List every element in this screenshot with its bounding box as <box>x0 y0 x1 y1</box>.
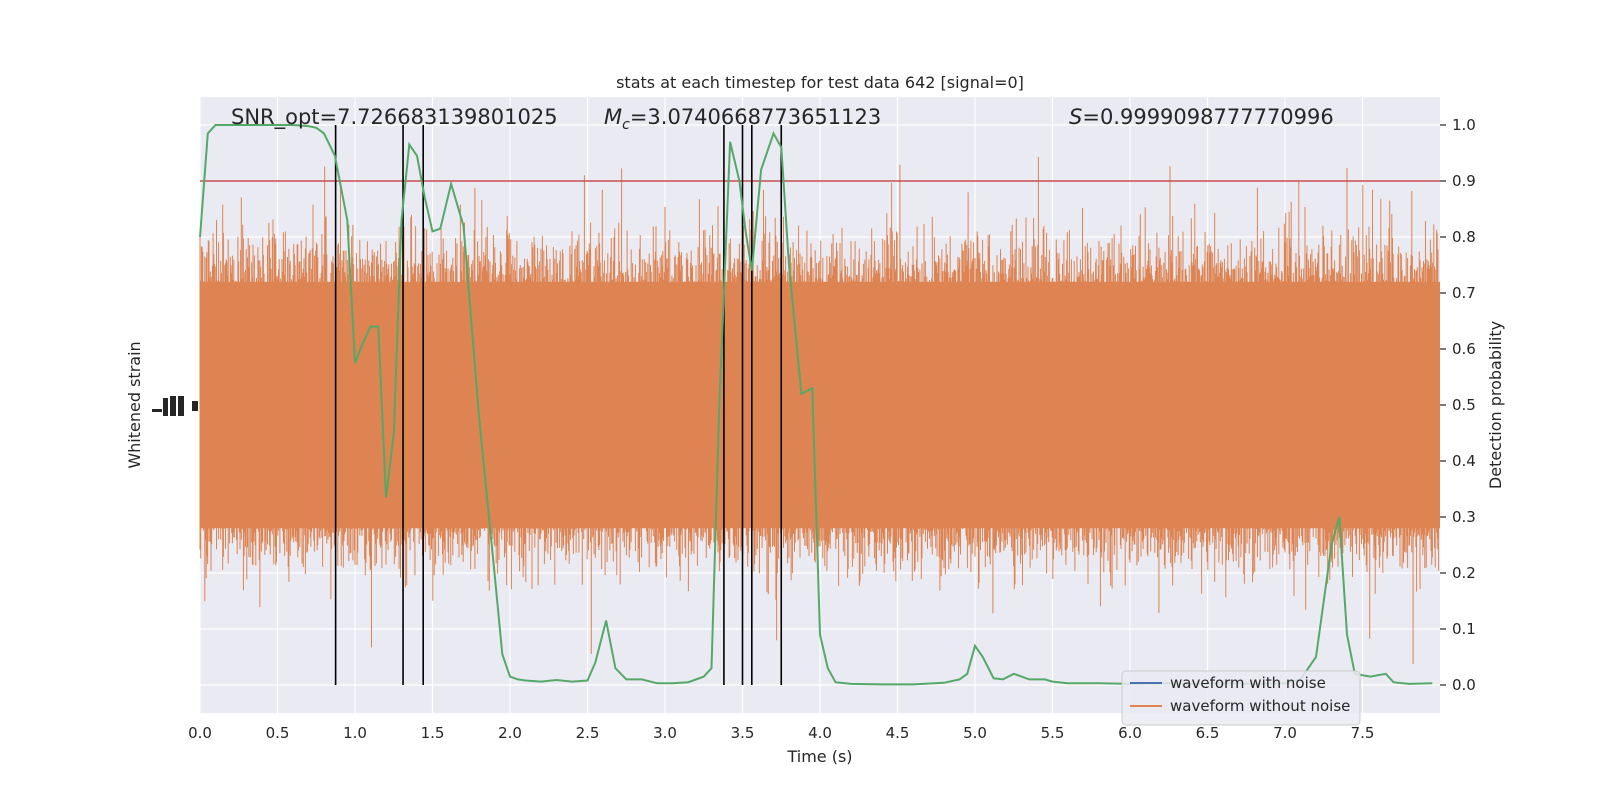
chirp-mass-annotation: Mc=3.0740668773651123 <box>604 105 881 133</box>
x-tick-label: 6.0 <box>1118 724 1142 742</box>
y-tick-label: 0.2 <box>1452 564 1476 582</box>
y-axis-label-left: Whitened strain <box>125 341 144 468</box>
y-tick-label: 0.4 <box>1452 452 1476 470</box>
y-tick-label: 0.3 <box>1452 508 1476 526</box>
detection-lines <box>334 125 783 685</box>
y-tick-label: 0.8 <box>1452 228 1476 246</box>
x-tick-label: 1.5 <box>421 724 445 742</box>
legend-label-noise: waveform with noise <box>1170 674 1326 692</box>
mc-subscript: c <box>622 117 630 133</box>
noise-waveform <box>199 157 1440 665</box>
chart-title: stats at each timestep for test data 642… <box>616 73 1024 92</box>
y-tick-label: 1.0 <box>1452 116 1476 134</box>
x-tick-label: 5.5 <box>1041 724 1065 742</box>
x-tick-label: 7.5 <box>1351 724 1375 742</box>
y-tick-label: 0.9 <box>1452 172 1476 190</box>
s-value: =0.9999098777770996 <box>1082 105 1333 129</box>
x-axis-label: Time (s) <box>786 747 852 766</box>
y-tick-label: 0.1 <box>1452 620 1476 638</box>
x-tick-label: 5.0 <box>963 724 987 742</box>
match-annotation: S=0.9999098777770996 <box>1069 105 1334 129</box>
left-axis-tick-marks <box>152 396 198 416</box>
y-tick-label: 0.6 <box>1452 340 1476 358</box>
y-tick-label: 0.0 <box>1452 676 1476 694</box>
x-tick-label: 3.5 <box>731 724 755 742</box>
y-axis-label-right: Detection probability <box>1486 321 1505 489</box>
legend-box <box>1121 670 1361 726</box>
x-tick-label: 4.0 <box>808 724 832 742</box>
x-tick-label: 4.5 <box>886 724 910 742</box>
x-tick-label: 3.0 <box>653 724 677 742</box>
legend-label-clean: waveform without noise <box>1170 697 1350 715</box>
x-tick-label: 1.0 <box>343 724 367 742</box>
s-symbol: S <box>1069 105 1082 129</box>
snr-annotation: SNR_opt=7.726683139801025 <box>231 105 558 130</box>
mc-symbol: M <box>604 105 622 129</box>
y-tick-label: 0.5 <box>1452 396 1476 414</box>
y-ticks-right: 0.0 0.1 0.2 0.3 0.4 0.5 0.6 0.7 0.8 0.9 1.0 <box>1440 116 1476 694</box>
x-tick-label: 2.5 <box>576 724 600 742</box>
x-tick-label: 0.0 <box>188 724 212 742</box>
legend: waveform with noise waveform without noi… <box>1121 670 1361 726</box>
x-tick-label: 2.0 <box>498 724 522 742</box>
x-tick-label: 6.5 <box>1196 724 1220 742</box>
x-tick-label: 0.5 <box>266 724 290 742</box>
x-ticks: 0.0 0.5 1.0 1.5 2.0 2.5 3.0 3.5 4.0 4.5 5.0 5.5 6.0 6… <box>188 724 1374 742</box>
y-tick-label: 0.7 <box>1452 284 1476 302</box>
mc-value: =3.0740668773651123 <box>630 105 881 129</box>
x-tick-label: 7.0 <box>1273 724 1297 742</box>
